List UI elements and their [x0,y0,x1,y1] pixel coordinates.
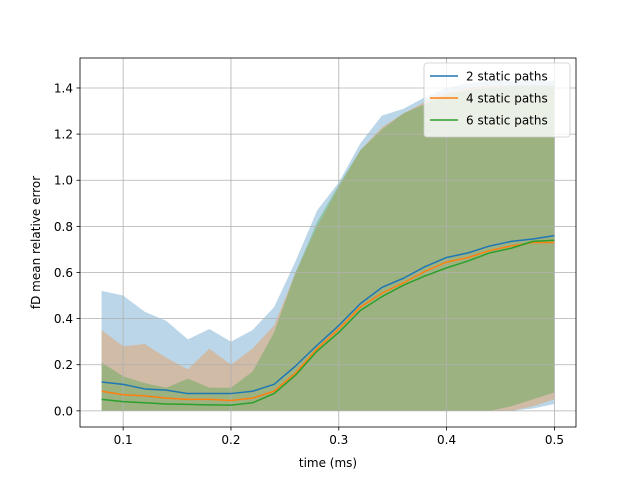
y-axis-ticks: 0.0 0.2 0.4 0.6 0.8 1.0 1.2 1.4 [54,81,80,418]
error-band-3 [101,85,555,411]
y-axis-label: fD mean relative error [29,176,43,309]
x-tick-label: 0.2 [221,433,240,447]
legend: 2 static paths 4 static paths 6 static pat… [423,62,571,138]
legend-label-3: 6 static paths [466,114,548,128]
plot-frame [79,57,577,428]
legend-label-2: 4 static paths [466,92,548,106]
error-bands [101,81,555,411]
legend-label-1: 2 static paths [466,70,548,84]
series-line-2 [101,241,555,402]
x-tick-label: 0.3 [329,433,348,447]
x-axis-label: time (ms) [299,456,357,470]
y-tick-label: 1.0 [54,174,73,188]
series-line-1 [101,234,555,395]
series-lines [101,234,555,406]
series-line-3 [101,239,555,406]
x-tick-label: 0.5 [545,433,564,447]
y-tick-label: 0.0 [54,404,73,418]
y-tick-label: 1.2 [54,128,73,142]
y-tick-label: 0.4 [54,312,73,326]
legend-box [423,62,571,138]
y-tick-label: 1.4 [54,81,73,95]
y-tick-label: 0.6 [54,266,73,280]
error-band-1 [101,81,555,411]
y-tick-label: 0.2 [54,358,73,372]
x-tick-label: 0.1 [114,433,133,447]
y-tick-label: 0.8 [54,220,73,234]
x-axis-ticks: 0.1 0.2 0.3 0.4 0.5 [114,427,564,447]
error-band-2 [101,85,555,411]
x-tick-label: 0.4 [437,433,456,447]
